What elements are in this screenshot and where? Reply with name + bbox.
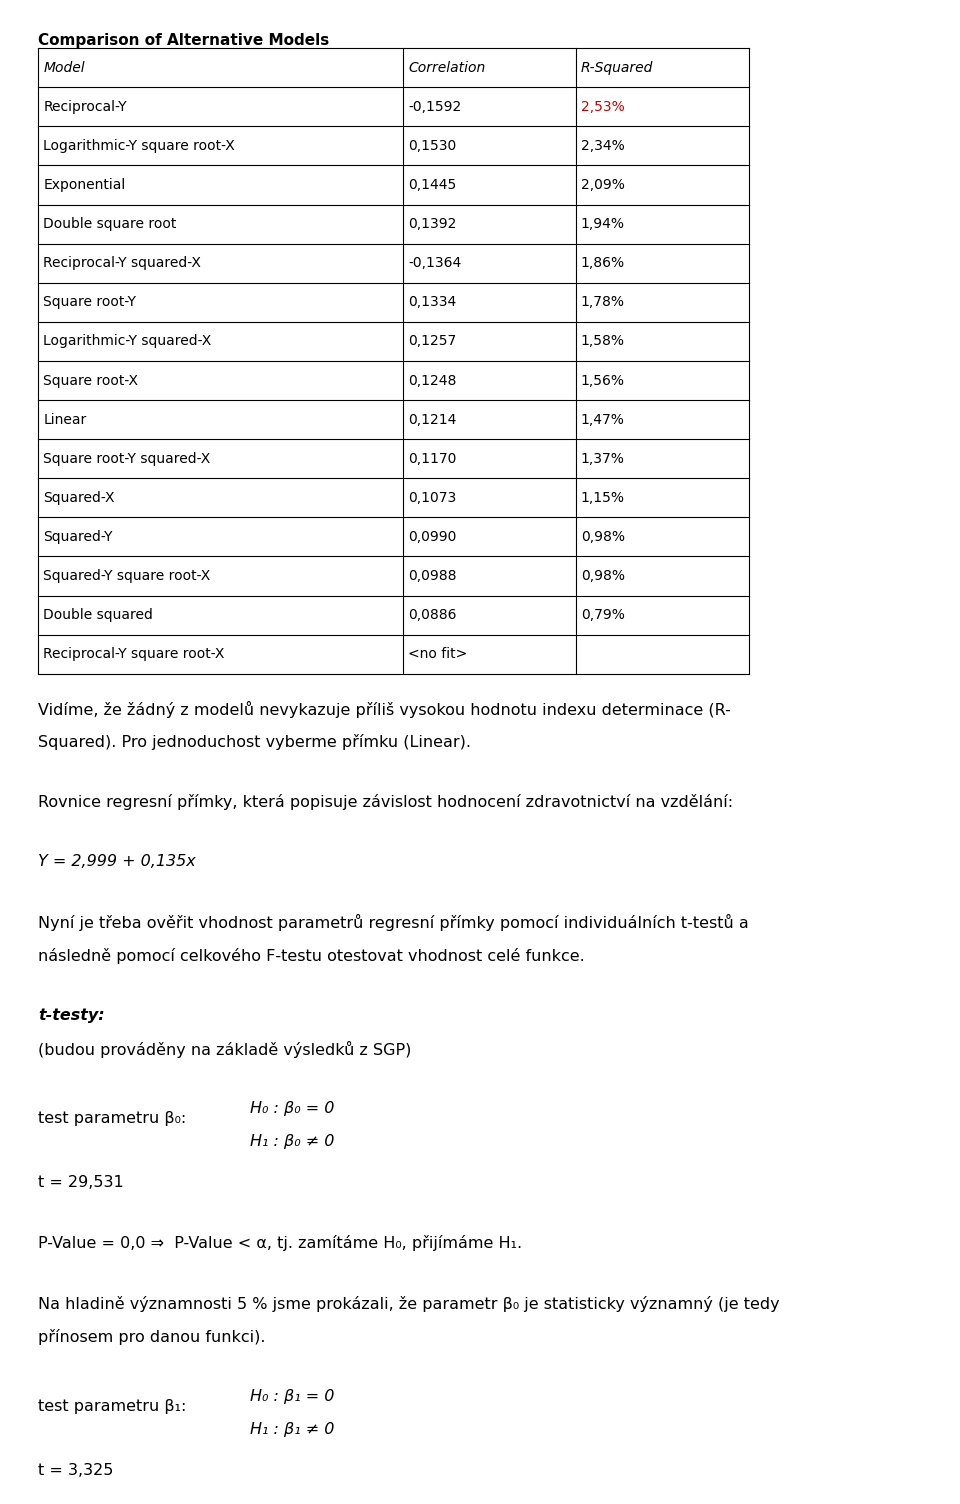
- Text: Correlation: Correlation: [408, 60, 485, 75]
- Text: test parametru β₀:: test parametru β₀:: [38, 1111, 186, 1126]
- Text: 0,1445: 0,1445: [408, 177, 456, 193]
- Text: následně pomocí celkového F-testu otestovat vhodnost celé funkce.: následně pomocí celkového F-testu otesto…: [38, 948, 586, 964]
- Text: 1,47%: 1,47%: [581, 412, 625, 427]
- Text: Nyní je třeba ověřit vhodnost parametrů regresní přímky pomocí individuálních t-: Nyní je třeba ověřit vhodnost parametrů …: [38, 914, 749, 931]
- Text: 0,1248: 0,1248: [408, 373, 456, 388]
- Text: 0,1073: 0,1073: [408, 490, 456, 505]
- Text: Squared-Y square root-X: Squared-Y square root-X: [43, 569, 210, 584]
- Text: H₁ : β₀ ≠ 0: H₁ : β₀ ≠ 0: [250, 1134, 334, 1149]
- Text: -0,1592: -0,1592: [408, 99, 461, 114]
- Text: 1,78%: 1,78%: [581, 295, 625, 310]
- Text: H₀ : β₁ = 0: H₀ : β₁ = 0: [250, 1388, 334, 1403]
- Text: 0,79%: 0,79%: [581, 608, 625, 623]
- Text: 1,94%: 1,94%: [581, 217, 625, 232]
- Text: Rovnice regresní přímky, která popisuje závislost hodnocení zdravotnictví na vzd: Rovnice regresní přímky, která popisuje …: [38, 794, 733, 811]
- Text: -0,1364: -0,1364: [408, 256, 461, 271]
- Text: Exponential: Exponential: [43, 177, 126, 193]
- Text: Reciprocal-Y square root-X: Reciprocal-Y square root-X: [43, 647, 225, 662]
- Text: Vidíme, že žádný z modelů nevykazuje příliš vysokou hodnotu indexu determinace (: Vidíme, že žádný z modelů nevykazuje pří…: [38, 701, 732, 717]
- Text: 0,1334: 0,1334: [408, 295, 456, 310]
- Text: 0,0990: 0,0990: [408, 529, 456, 544]
- Text: Squared). Pro jednoduchost vyberme přímku (Linear).: Squared). Pro jednoduchost vyberme přímk…: [38, 734, 471, 750]
- Text: 0,1257: 0,1257: [408, 334, 456, 349]
- Text: t = 29,531: t = 29,531: [38, 1175, 124, 1190]
- Text: 1,86%: 1,86%: [581, 256, 625, 271]
- Text: 2,09%: 2,09%: [581, 177, 625, 193]
- Text: 2,53%: 2,53%: [581, 99, 625, 114]
- Text: Linear: Linear: [43, 412, 86, 427]
- Text: Square root-Y squared-X: Square root-Y squared-X: [43, 451, 210, 466]
- Text: Logarithmic-Y squared-X: Logarithmic-Y squared-X: [43, 334, 211, 349]
- Text: H₀ : β₀ = 0: H₀ : β₀ = 0: [250, 1101, 334, 1116]
- Text: 1,58%: 1,58%: [581, 334, 625, 349]
- Text: R-Squared: R-Squared: [581, 60, 653, 75]
- Text: 0,98%: 0,98%: [581, 529, 625, 544]
- Text: 1,56%: 1,56%: [581, 373, 625, 388]
- Text: 0,1530: 0,1530: [408, 138, 456, 153]
- Text: Reciprocal-Y squared-X: Reciprocal-Y squared-X: [43, 256, 201, 271]
- Text: P-Value = 0,0 ⇒  P-Value < α, tj. zamítáme H₀, přijímáme H₁.: P-Value = 0,0 ⇒ P-Value < α, tj. zamítám…: [38, 1235, 522, 1251]
- Text: Squared-X: Squared-X: [43, 490, 114, 505]
- Text: 1,15%: 1,15%: [581, 490, 625, 505]
- Text: 0,1170: 0,1170: [408, 451, 456, 466]
- Text: (budou prováděny na základě výsledků z SGP): (budou prováděny na základě výsledků z S…: [38, 1041, 412, 1057]
- Text: t = 3,325: t = 3,325: [38, 1463, 114, 1478]
- Text: Model: Model: [43, 60, 84, 75]
- Text: Square root-X: Square root-X: [43, 373, 138, 388]
- Text: Logarithmic-Y square root-X: Logarithmic-Y square root-X: [43, 138, 235, 153]
- Text: H₁ : β₁ ≠ 0: H₁ : β₁ ≠ 0: [250, 1421, 334, 1436]
- Text: 0,1214: 0,1214: [408, 412, 456, 427]
- Text: 0,98%: 0,98%: [581, 569, 625, 584]
- Text: 0,1392: 0,1392: [408, 217, 456, 232]
- Text: Square root-Y: Square root-Y: [43, 295, 136, 310]
- Text: Reciprocal-Y: Reciprocal-Y: [43, 99, 127, 114]
- Text: 0,0988: 0,0988: [408, 569, 457, 584]
- Text: 0,0886: 0,0886: [408, 608, 457, 623]
- Text: Double squared: Double squared: [43, 608, 153, 623]
- Text: 1,37%: 1,37%: [581, 451, 625, 466]
- Text: 2,34%: 2,34%: [581, 138, 625, 153]
- Text: Na hladině významnosti 5 % jsme prokázali, že parametr β₀ je statisticky významn: Na hladině významnosti 5 % jsme prokázal…: [38, 1295, 780, 1311]
- Text: Comparison of Alternative Models: Comparison of Alternative Models: [38, 33, 329, 48]
- Text: <no fit>: <no fit>: [408, 647, 468, 662]
- Text: test parametru β₁:: test parametru β₁:: [38, 1399, 187, 1414]
- Text: Squared-Y: Squared-Y: [43, 529, 112, 544]
- Text: Double square root: Double square root: [43, 217, 177, 232]
- Text: Y = 2,999 + 0,135x: Y = 2,999 + 0,135x: [38, 854, 196, 869]
- Text: přínosem pro danou funkci).: přínosem pro danou funkci).: [38, 1328, 266, 1345]
- Text: t-testy:: t-testy:: [38, 1008, 105, 1023]
